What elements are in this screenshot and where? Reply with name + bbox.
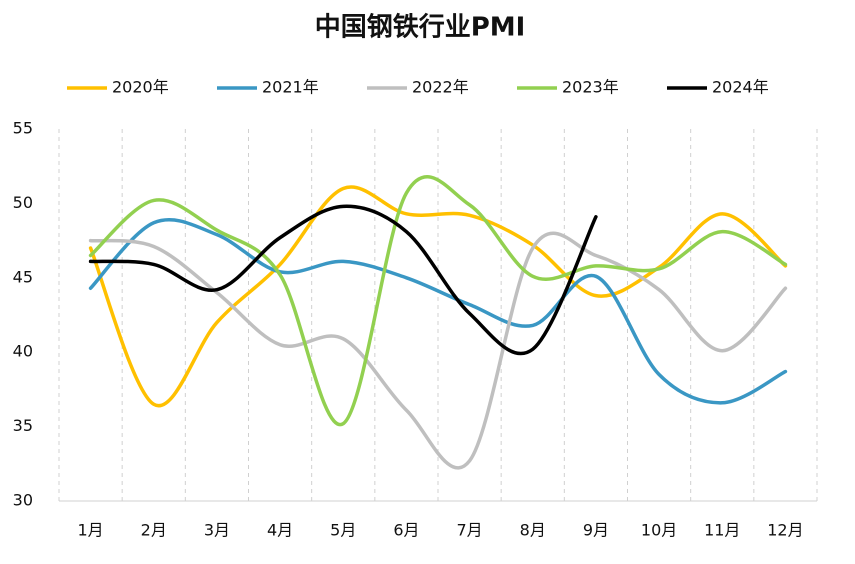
x-tick-label: 12月 <box>767 521 803 540</box>
legend-label: 2022年 <box>412 78 469 97</box>
chart-title: 中国钢铁行业PMI <box>315 12 526 43</box>
x-tick-label: 3月 <box>204 521 230 540</box>
x-tick-label: 6月 <box>393 521 419 540</box>
legend-label: 2021年 <box>262 78 319 97</box>
line-series <box>88 175 788 427</box>
line-series <box>88 231 788 470</box>
line-series <box>88 204 598 356</box>
x-tick-label: 10月 <box>641 521 677 540</box>
x-tick-label: 11月 <box>704 521 740 540</box>
legend-label: 2023年 <box>562 78 619 97</box>
line-series <box>88 185 788 408</box>
legend-label: 2024年 <box>712 78 769 97</box>
y-tick-label: 35 <box>13 416 33 435</box>
x-tick-label: 9月 <box>583 521 609 540</box>
y-tick-label: 40 <box>13 342 33 361</box>
y-tick-label: 30 <box>13 491 33 510</box>
x-tick-label: 4月 <box>267 521 293 540</box>
x-tick-label: 1月 <box>77 521 103 540</box>
line-series <box>88 217 788 405</box>
x-tick-label: 7月 <box>456 521 482 540</box>
x-tick-label: 8月 <box>520 521 546 540</box>
y-tick-label: 45 <box>13 267 33 286</box>
legend-label: 2020年 <box>112 78 169 97</box>
x-tick-label: 5月 <box>330 521 356 540</box>
x-tick-label: 2月 <box>141 521 167 540</box>
y-tick-label: 50 <box>13 193 33 212</box>
y-tick-label: 55 <box>13 119 33 138</box>
